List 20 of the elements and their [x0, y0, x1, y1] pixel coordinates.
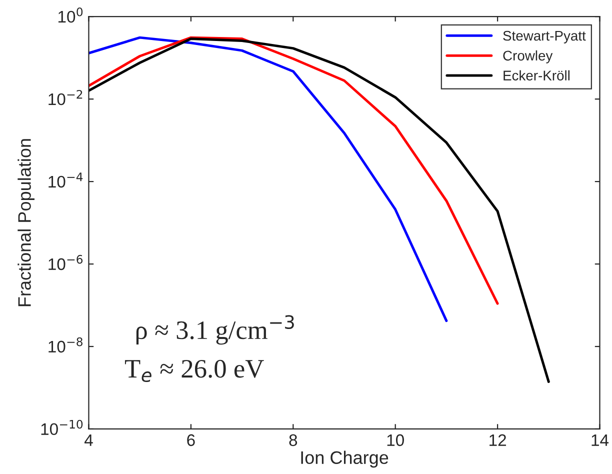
y-tick-label: 10$^{0}$ [58, 7, 83, 23]
legend-label: Stewart-Pyatt [503, 30, 586, 44]
x-tick-label: 10 [387, 434, 404, 446]
x-tick-label: 6 [187, 434, 195, 446]
x-axis-title: Ion Charge [301, 450, 388, 468]
y-tick-label: 10$^{−4}$ [48, 172, 83, 188]
y-tick-label: 10$^{−10}$ [41, 420, 83, 436]
y-tick-label: 10$^{−2}$ [48, 90, 82, 106]
legend-label: Ecker-Kröll [504, 70, 570, 80]
line-series [88, 36, 499, 305]
annotation: ρ ≈ 3.1 g/cm$^{−3}$ [136, 315, 294, 345]
x-tick-label: 14 [592, 434, 609, 446]
y-tick-label: 10$^{−6}$ [48, 254, 83, 270]
x-tick-label: 8 [289, 434, 298, 446]
y-tick-label: 10$^{−8}$ [48, 337, 82, 353]
y-axis-title: Fractional Population [18, 139, 34, 306]
x-tick-label: 4 [84, 434, 93, 446]
legend-label: Crowley [503, 50, 553, 64]
annotation: T$_{e}$ ≈ 26.0 eV [124, 360, 264, 382]
x-tick-label: 12 [490, 434, 506, 446]
